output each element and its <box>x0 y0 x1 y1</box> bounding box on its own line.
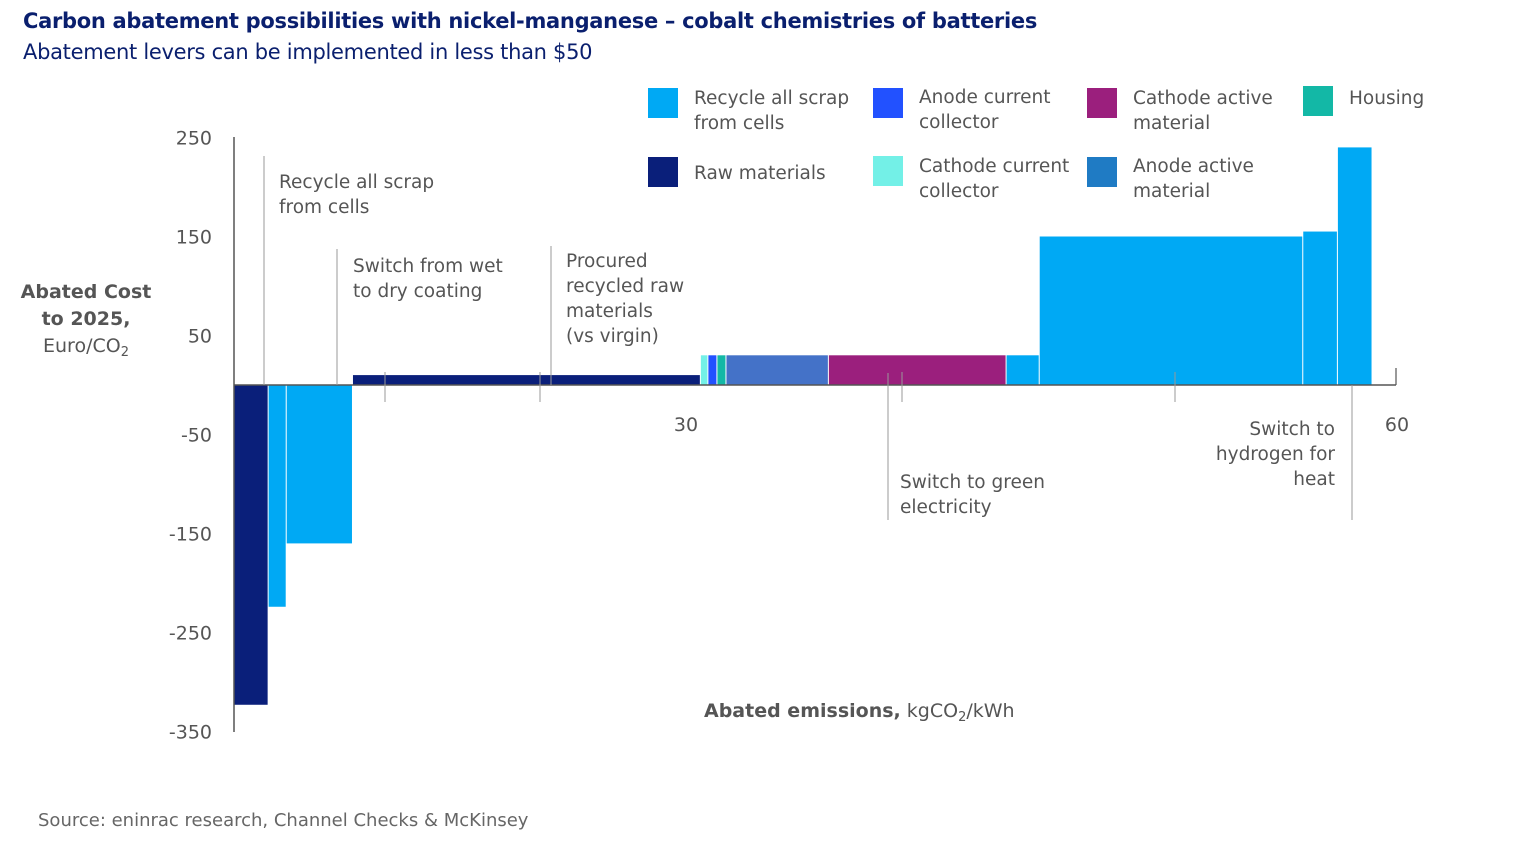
bar-12 <box>1337 147 1372 385</box>
bar-8 <box>828 355 1006 385</box>
legend-swatch-cathode-active-material <box>1087 88 1117 118</box>
bar-11 <box>1303 231 1337 385</box>
y-axis-label-line2: to 2025, <box>41 308 131 330</box>
bar-6 <box>717 355 726 385</box>
y-tick-label: 50 <box>188 326 212 348</box>
annotation-hydrogen-heat: Switch to hydrogen for heat <box>1215 419 1335 490</box>
legend-label-anode-active-material: Anode active material <box>1133 156 1254 202</box>
bar-10 <box>1039 236 1303 385</box>
source-note: Source: eninrac research, Channel Checks… <box>38 810 529 831</box>
y-tick-label: -350 <box>169 722 212 744</box>
legend-label-anode-current-collector: Anode current collector <box>919 87 1051 133</box>
annotation-recycle-scrap: Recycle all scrap from cells <box>279 172 435 218</box>
bar-2 <box>286 385 352 544</box>
legend-label-recycle: Recycle all scrap from cells <box>694 88 850 134</box>
legend-label-housing: Housing <box>1349 88 1425 109</box>
bar-0 <box>234 385 268 705</box>
legend-swatch-anode-active-material <box>1087 157 1117 187</box>
bar-7 <box>726 355 828 385</box>
y-tick-label: 150 <box>176 227 212 249</box>
x-axis-label: Abated emissions, kgCO2/kWh <box>704 700 1015 725</box>
y-tick-label: -250 <box>169 623 212 645</box>
annotation-dry-coating: Switch from wet to dry coating <box>353 256 503 302</box>
bar-3 <box>352 375 700 385</box>
legend-label-raw-materials: Raw materials <box>694 163 826 184</box>
annotation-green-electricity: Switch to green electricity <box>900 472 1045 518</box>
x-tick-label: 30 <box>674 414 698 436</box>
legend-swatch-cathode-current-collector <box>873 156 903 186</box>
y-axis-label-unit: Euro/CO <box>43 335 121 357</box>
bar-5 <box>708 355 717 385</box>
y-tick-label: -150 <box>169 524 212 546</box>
x-axis-label-unit-pre: kgCO <box>900 700 959 722</box>
chart-subtitle: Abatement levers can be implemented in l… <box>23 40 593 64</box>
y-axis-label-line1: Abated Cost <box>20 281 152 303</box>
legend-swatch-anode-current-collector <box>873 88 903 118</box>
legend-swatch-housing <box>1303 86 1333 116</box>
y-tick-label: -50 <box>181 425 212 447</box>
legend-swatch-raw-materials <box>648 157 678 187</box>
bar-4 <box>700 355 708 385</box>
legend-label-cathode-active-material: Cathode active material <box>1133 88 1273 134</box>
x-tick-label: 60 <box>1385 414 1409 436</box>
legend-label-cathode-current-collector: Cathode current collector <box>919 156 1070 202</box>
y-tick-label: 250 <box>176 128 212 150</box>
y-axis-label: Abated Cost to 2025, Euro/CO2 <box>10 279 162 366</box>
annotation-recycled-raw-materials: Procured recycled raw materials (vs virgin) <box>566 251 685 347</box>
x-axis-label-unit-post: /kWh <box>966 700 1015 722</box>
y-axis-label-sub: 2 <box>120 345 129 360</box>
bar-1 <box>268 385 286 607</box>
bar-9 <box>1006 355 1039 385</box>
x-axis-label-bold: Abated emissions, <box>704 700 901 722</box>
legend-swatch-recycle <box>648 88 678 118</box>
chart-title: Carbon abatement possibilities with nick… <box>23 9 1038 33</box>
x-axis-label-sub: 2 <box>958 710 967 725</box>
